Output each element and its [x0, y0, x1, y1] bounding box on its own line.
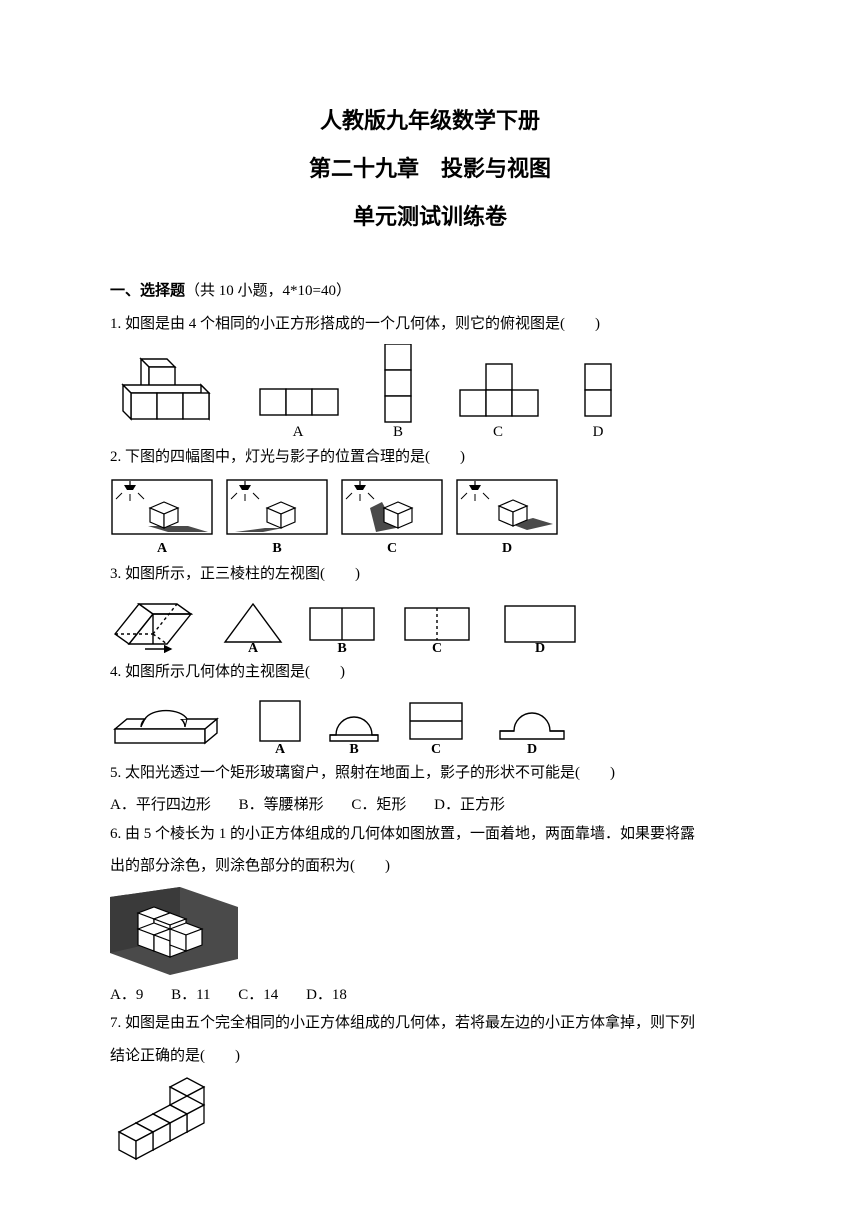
svg-text:C: C	[493, 424, 503, 439]
svg-text:D: D	[502, 541, 512, 556]
q1-figure: A B C D	[110, 344, 750, 439]
section-heading: 一、选择题（共 10 小题，4*10=40）	[110, 277, 750, 306]
question-5: 5. 太阳光透过一个矩形玻璃窗户，照射在地面上，影子的形状不可能是( )	[110, 759, 750, 788]
q6-opt-a: A．9	[110, 987, 143, 1003]
svg-text:C: C	[431, 742, 441, 755]
svg-text:B: B	[272, 541, 281, 556]
chapter-title: 第二十九章 投影与视图	[110, 148, 750, 190]
question-4: 4. 如图所示几何体的主视图是( )	[110, 658, 750, 687]
q6-opt-d: D．18	[306, 987, 347, 1003]
q7-figure	[110, 1076, 750, 1166]
q6-figure	[110, 887, 750, 977]
q2-figure: A B C D	[110, 478, 750, 556]
q5-options: A．平行四边形 B．等腰梯形 C．矩形 D．正方形	[110, 791, 750, 820]
q6-opt-c: C．14	[238, 987, 278, 1003]
q6-options: A．9 B．11 C．14 D．18	[110, 981, 750, 1010]
svg-text:C: C	[387, 541, 397, 556]
question-6-l1: 6. 由 5 个棱长为 1 的小正方体组成的几何体如图放置，一面着地，两面靠墙．…	[110, 820, 750, 849]
question-7-l2: 结论正确的是( )	[110, 1042, 750, 1071]
q3-figure: A B C D	[110, 594, 750, 654]
svg-text:A: A	[248, 641, 259, 654]
section-note: （共 10 小题，4*10=40）	[185, 283, 351, 299]
svg-text:D: D	[535, 641, 545, 654]
section-label: 一、选择题	[110, 283, 185, 299]
paper-title: 单元测试训练卷	[110, 196, 750, 238]
svg-text:B: B	[337, 641, 346, 654]
question-6-l2: 出的部分涂色，则涂色部分的面积为( )	[110, 852, 750, 881]
question-2: 2. 下图的四幅图中，灯光与影子的位置合理的是( )	[110, 443, 750, 472]
svg-text:A: A	[293, 424, 304, 439]
svg-text:D: D	[593, 424, 604, 439]
q5-opt-d: D．正方形	[434, 797, 505, 813]
svg-text:B: B	[393, 424, 403, 439]
q4-figure: A B C D	[110, 693, 750, 755]
svg-text:A: A	[157, 541, 168, 556]
svg-text:C: C	[432, 641, 442, 654]
q6-opt-b: B．11	[171, 987, 210, 1003]
question-1: 1. 如图是由 4 个相同的小正方形搭成的一个几何体，则它的俯视图是( )	[110, 310, 750, 339]
title: 人教版九年级数学下册	[110, 100, 750, 142]
svg-text:B: B	[349, 742, 358, 755]
q5-opt-c: C．矩形	[351, 797, 406, 813]
svg-text:A: A	[275, 742, 286, 755]
q5-opt-b: B．等腰梯形	[239, 797, 324, 813]
svg-text:D: D	[527, 742, 537, 755]
question-3: 3. 如图所示，正三棱柱的左视图( )	[110, 560, 750, 589]
question-7-l1: 7. 如图是由五个完全相同的小正方体组成的几何体，若将最左边的小正方体拿掉，则下…	[110, 1009, 750, 1038]
q5-opt-a: A．平行四边形	[110, 797, 211, 813]
